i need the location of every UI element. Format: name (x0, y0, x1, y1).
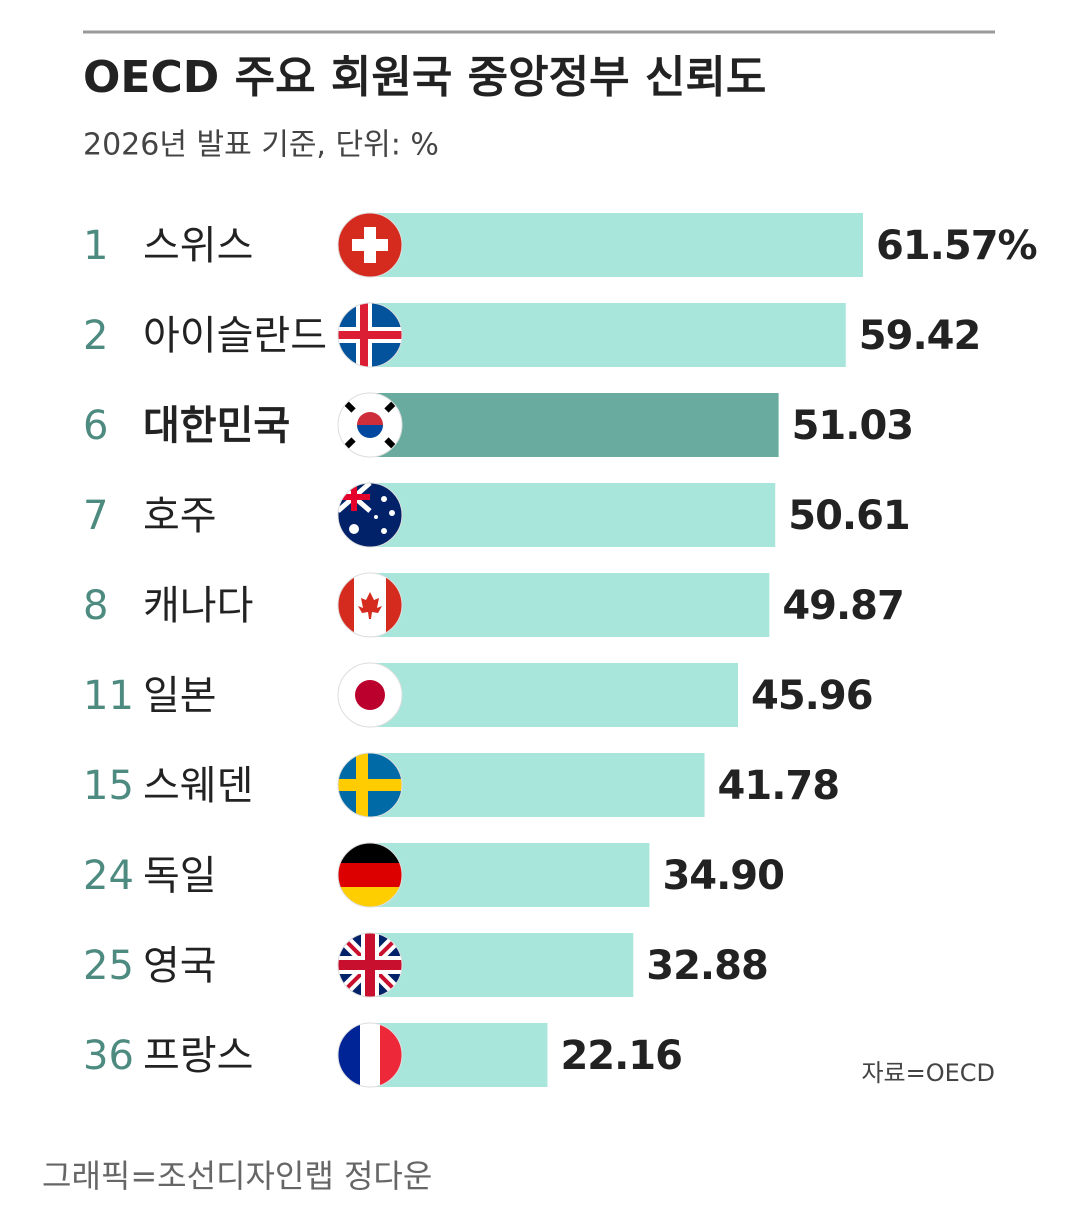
flag-border (337, 392, 403, 458)
category-label: 영국 (143, 943, 217, 989)
flag-part (338, 494, 370, 500)
flag-border (337, 482, 403, 548)
flag (337, 572, 403, 638)
rank: 1 (83, 223, 108, 269)
flag-clip (338, 393, 402, 457)
category-label: 대한민국 (143, 403, 290, 449)
flag-part (338, 843, 402, 863)
flag (337, 752, 403, 818)
flag-clip (338, 303, 402, 367)
bar (370, 933, 634, 997)
source: 자료=OECD (861, 1059, 995, 1087)
category-label: 독일 (143, 853, 217, 899)
rank: 7 (83, 493, 108, 539)
flag-part (352, 239, 388, 251)
flag-part (338, 887, 402, 907)
value-label: 51.03 (792, 403, 914, 449)
rank: 6 (83, 403, 108, 449)
bar (370, 753, 705, 817)
credit: 그래픽=조선디자인랩 정다운 (42, 1157, 432, 1195)
flag-part (349, 524, 359, 534)
flag-border (337, 572, 403, 638)
bar (370, 573, 770, 637)
flag-part (338, 1023, 360, 1087)
flag-border (337, 932, 403, 998)
bar (370, 213, 863, 277)
category-label: 아이슬란드 (143, 313, 327, 359)
chart-subtitle: 2026년 발표 기준, 단위: % (83, 128, 439, 163)
rank: 15 (83, 763, 134, 809)
flag (337, 302, 403, 368)
flag-part (381, 496, 387, 502)
rank: 8 (83, 583, 108, 629)
flag-part (389, 510, 395, 516)
flag-clip (338, 843, 402, 907)
bar (370, 483, 776, 547)
bar (370, 843, 650, 907)
flag-clip (338, 483, 402, 547)
flag (337, 392, 403, 458)
category-label: 캐나다 (143, 583, 253, 629)
flag-part (357, 412, 383, 425)
chart-title: OECD 주요 회원국 중앙정부 신뢰도 (83, 52, 766, 103)
flag-part (338, 331, 402, 339)
rank: 25 (83, 943, 134, 989)
flag-part (344, 437, 356, 449)
category-label: 일본 (143, 673, 217, 719)
flag (337, 662, 403, 728)
value-label: 22.16 (560, 1033, 682, 1079)
rank: 24 (83, 853, 134, 899)
flag-part (374, 515, 378, 519)
flag-part (357, 425, 383, 438)
flag-border (337, 212, 403, 278)
rank: 11 (83, 673, 134, 719)
flag (337, 482, 403, 548)
value-label: 45.96 (751, 673, 873, 719)
category-label: 스웨덴 (143, 763, 253, 809)
flag-part (344, 401, 356, 413)
flag-part (338, 573, 354, 637)
value-label: 41.78 (718, 763, 840, 809)
flag-border (337, 1022, 403, 1088)
bar (370, 663, 739, 727)
flag-border (337, 302, 403, 368)
category-label: 호주 (143, 493, 217, 539)
flag-clip (338, 1023, 402, 1087)
flag-part (355, 680, 385, 710)
value-label: 59.42 (859, 313, 981, 359)
flag-border (337, 662, 403, 728)
value-label: 61.57% (876, 223, 1037, 269)
flag (337, 842, 403, 908)
flag-part (338, 779, 402, 791)
flag-part (384, 401, 396, 413)
flag (337, 1022, 403, 1088)
flag-border (337, 842, 403, 908)
flag-clip (338, 213, 402, 277)
flag-border (337, 752, 403, 818)
rank: 36 (83, 1033, 134, 1079)
flag-part (360, 1023, 380, 1087)
flag-part (338, 863, 402, 887)
flag-part (358, 592, 382, 619)
flag-part (384, 437, 396, 449)
bar (370, 303, 846, 367)
value-label: 34.90 (662, 853, 784, 899)
flag-clip (338, 753, 402, 817)
flag-part (381, 528, 387, 534)
rank: 2 (83, 313, 108, 359)
value-label: 32.88 (646, 943, 768, 989)
flag (337, 212, 403, 278)
flag-part (380, 1023, 402, 1087)
value-label: 50.61 (788, 493, 910, 539)
category-label: 스위스 (143, 223, 253, 269)
category-label: 프랑스 (143, 1033, 253, 1079)
value-label: 49.87 (782, 583, 904, 629)
flag-clip (338, 663, 402, 727)
bar (370, 393, 779, 457)
flag-part (338, 960, 402, 970)
